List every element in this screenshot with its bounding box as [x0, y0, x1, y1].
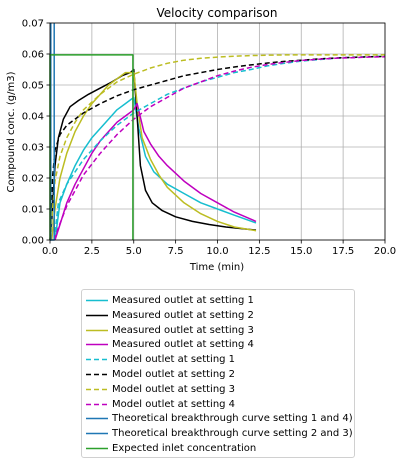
legend-item: Model outlet at setting 3 [82, 383, 354, 398]
legend-item: Measured outlet at setting 3 [82, 324, 354, 339]
x-tick-label: 17.5 [332, 246, 354, 257]
x-tick-label: 5.0 [126, 246, 142, 257]
series-line-1 [54, 96, 257, 241]
y-axis-label: Compound conc. (g/m3) [6, 71, 17, 192]
series-line-3 [50, 71, 257, 241]
series-line-7 [50, 54, 385, 241]
legend-swatch [86, 418, 108, 420]
legend-item: Model outlet at setting 2 [82, 368, 354, 383]
legend-label: Measured outlet at setting 4 [112, 339, 254, 351]
x-tick-label: 20.0 [374, 246, 396, 257]
legend-label: Expected inlet concentration [112, 443, 257, 454]
legend-swatch [86, 447, 108, 450]
legend-item: Measured outlet at setting 2 [82, 309, 354, 324]
series-line-4 [54, 102, 257, 241]
y-tick-label: 0.01 [22, 205, 44, 216]
y-tick-label: 0.07 [22, 19, 44, 30]
legend-label: Theoretical breakthrough curve setting 2… [112, 428, 353, 440]
legend-item: Model outlet at setting 4 [82, 398, 354, 413]
y-tick-label: 0.05 [22, 81, 44, 92]
legend-item: Theoretical breakthrough curve setting 1… [82, 412, 354, 427]
y-tick-label: 0.03 [22, 143, 44, 154]
x-tick-label: 7.5 [168, 246, 184, 257]
legend-item: Theoretical breakthrough curve setting 2… [82, 427, 354, 442]
y-tick-label: 0.04 [22, 112, 44, 123]
legend-swatch [86, 299, 108, 302]
legend-label: Model outlet at setting 3 [112, 383, 236, 395]
legend-swatch [86, 403, 108, 405]
legend-swatch [86, 329, 108, 331]
series-line-6 [50, 55, 386, 241]
y-tick-label: 0.00 [22, 236, 44, 247]
y-tick-label: 0.06 [22, 50, 44, 61]
tick-labels: 0.0 2.5 5.0 7.5 10.0 12.5 15.0 17.5 20.0 0.00 0.01… [22, 19, 396, 258]
x-tick-label: 2.5 [84, 246, 100, 257]
axes [46, 22, 386, 244]
x-tick-label: 10.0 [206, 246, 228, 257]
legend: Measured outlet at setting 1 Measured out… [81, 289, 355, 458]
legend-item: Measured outlet at setting 1 [82, 294, 354, 309]
x-axis-label: Time (min) [189, 262, 244, 273]
y-tick-label: 0.02 [22, 174, 44, 185]
legend-swatch [86, 314, 108, 317]
series-line-5 [53, 55, 386, 241]
legend-label: Measured outlet at setting 1 [112, 295, 254, 306]
legend-label: Model outlet at setting 4 [112, 398, 236, 410]
x-tick-label: 0.0 [42, 246, 58, 257]
legend-swatch [86, 432, 108, 435]
legend-swatch [86, 388, 108, 391]
series-line-8 [53, 56, 386, 241]
legend-label: Model outlet at setting 2 [112, 369, 236, 380]
legend-swatch [86, 358, 108, 361]
legend-item: Expected inlet concentration [82, 442, 354, 457]
x-tick-label: 12.5 [248, 246, 270, 257]
chart-title: Velocity comparison [157, 6, 278, 20]
legend-label: Measured outlet at setting 3 [112, 324, 254, 336]
plot-frame [49, 22, 386, 241]
legend-item: Measured outlet at setting 4 [82, 338, 354, 353]
series-line-11 [49, 54, 134, 240]
legend-swatch [86, 373, 108, 376]
legend-item: Model outlet at setting 1 [82, 353, 354, 368]
legend-label: Theoretical breakthrough curve setting 1… [112, 413, 353, 425]
x-tick-label: 15.0 [290, 246, 312, 257]
legend-label: Measured outlet at setting 2 [112, 309, 254, 321]
legend-swatch [86, 344, 108, 346]
legend-label: Model outlet at setting 1 [112, 354, 236, 366]
